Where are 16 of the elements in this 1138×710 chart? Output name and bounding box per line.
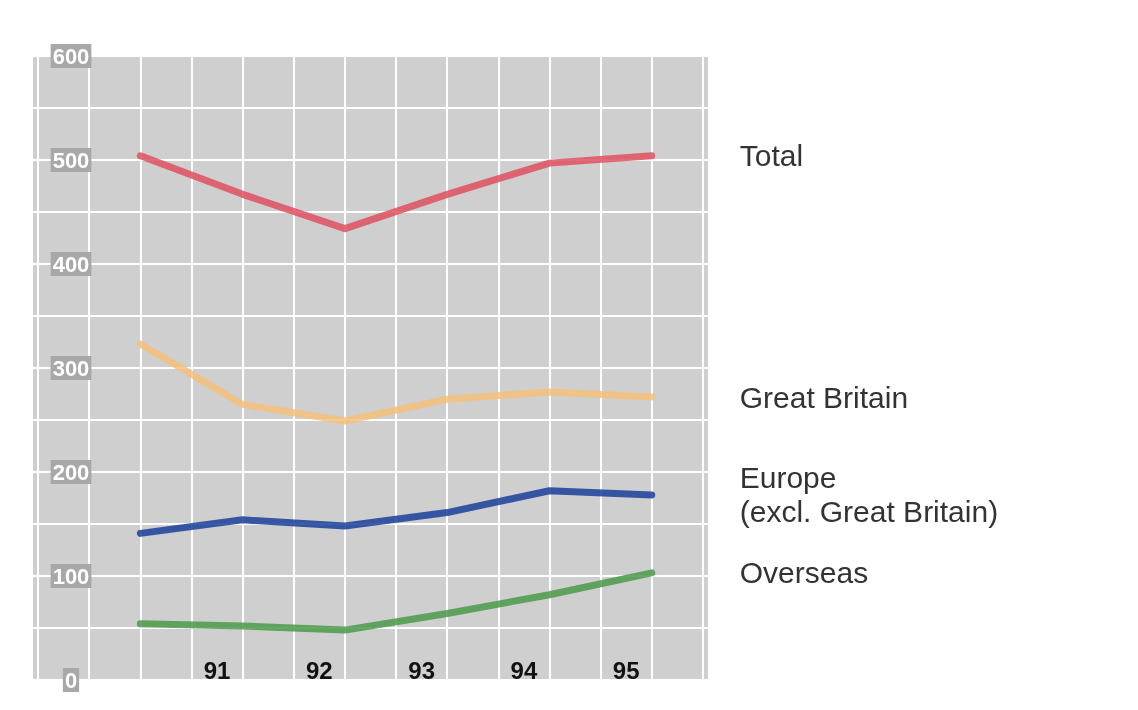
x-tick-label: 91 bbox=[203, 656, 231, 684]
text: Great Britain bbox=[739, 380, 909, 414]
x-tick-label: 93 bbox=[408, 656, 435, 684]
y-tick-label: 100 bbox=[52, 563, 90, 589]
y-tick-label: 500 bbox=[52, 147, 90, 173]
x-tick-label: 95 bbox=[612, 656, 640, 684]
y-tick-label: 600 bbox=[52, 43, 90, 69]
x-tick-label: 94 bbox=[510, 656, 538, 684]
y-tick-label: 200 bbox=[52, 459, 90, 485]
text: Europe (excl. Great Britain) bbox=[739, 461, 999, 529]
y-tick-label: 0 bbox=[64, 667, 78, 693]
y-tick-label: 400 bbox=[52, 251, 90, 277]
y-tick-label: 300 bbox=[52, 355, 90, 381]
text: Overseas bbox=[739, 556, 869, 590]
x-tick-label: 92 bbox=[306, 656, 333, 684]
text: Total bbox=[739, 139, 804, 173]
